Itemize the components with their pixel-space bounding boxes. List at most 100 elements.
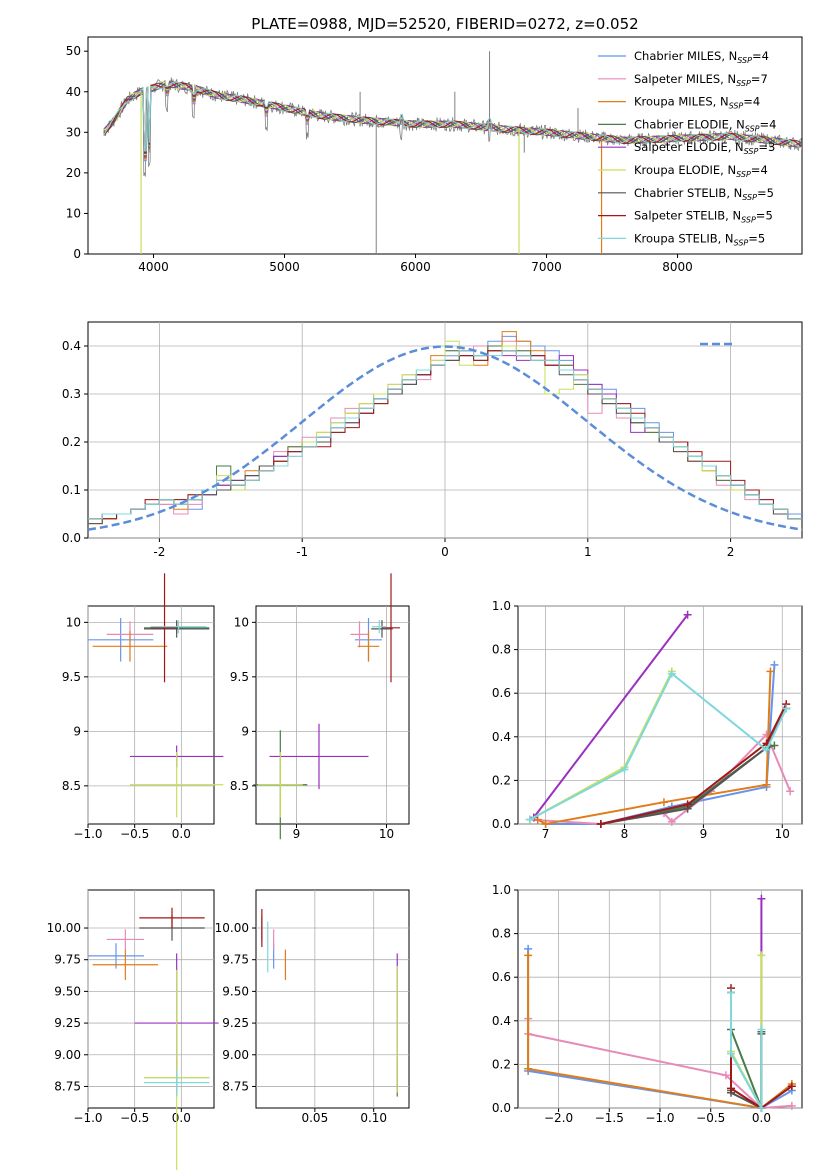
spectrum-ytick-label: 30 — [66, 125, 81, 139]
legend-series-name: Chabrier STELIB — [634, 186, 726, 200]
mass_vs_Z-xtick-label: −1.0 — [73, 1111, 102, 1125]
weight_vs_Z-ytick-label: 1.0 — [492, 883, 511, 897]
age_vs_Z-ytick-label: 9 — [73, 724, 81, 738]
age_vs_Z-ytick-label: 8.5 — [62, 779, 81, 793]
mass_vs_EBV-xtick-label: 0.10 — [360, 1111, 387, 1125]
spectrum-frame — [87, 36, 803, 255]
age_vs_Z-xtick-label: −0.5 — [120, 827, 149, 841]
mass-weight-line — [600, 703, 788, 825]
legend-nssp-value: 4 — [769, 117, 776, 131]
spectrum-ytick-label: 40 — [66, 85, 81, 99]
legend-nssp-sub: SSP — [744, 147, 759, 156]
mass_vs_EBV-xtick-label: 0.05 — [301, 1111, 328, 1125]
legend-label: Kroupa STELIB, NSSP=5 — [634, 231, 765, 247]
mass-weight-marker — [525, 815, 534, 824]
age_vs_mass-ytick-label: 8.5 — [230, 779, 249, 793]
legend-nssp-value: 5 — [758, 231, 765, 245]
legend-nssp-sub: SSP — [742, 193, 757, 202]
legend-series-name: Chabrier MILES — [634, 49, 721, 63]
mass-weight-marker — [786, 787, 795, 796]
mass_vs_Z-ytick-label: 9.50 — [54, 984, 81, 998]
mass-weight-marker — [787, 1082, 796, 1091]
mass-weight-marker — [757, 1104, 766, 1112]
mass_vs_EBV-frame — [255, 889, 410, 1109]
legend-series-name: Kroupa MILES — [634, 95, 713, 109]
mass-weight-marker — [757, 1025, 766, 1034]
mass_vs_EBV-ytick-label: 9.00 — [222, 1048, 249, 1062]
legend-nssp-eq: = — [757, 186, 767, 200]
mass-weight-marker — [770, 660, 779, 669]
mass-weight-marker — [782, 704, 791, 713]
mass-weight-marker — [667, 817, 676, 826]
mass-weight-line — [730, 992, 763, 1112]
mass-weight-marker — [541, 820, 550, 828]
legend-nssp-sub: SSP — [737, 56, 752, 65]
age_vs_Z-ytick-label: 9.5 — [62, 670, 81, 684]
mass-weight-marker — [596, 820, 605, 828]
mass-weight-marker — [683, 610, 692, 619]
weight_vs_Z-xtick-label: −1.0 — [645, 1111, 674, 1125]
legend-label: Chabrier STELIB, NSSP=5 — [634, 186, 774, 202]
legend-nssp-value: 3 — [768, 140, 775, 154]
mass_vs_Z-xtick-label: −0.5 — [120, 1111, 149, 1125]
spectrum-xtick-label: 7000 — [531, 260, 562, 274]
weight_vs_age-xtick-label: 10 — [775, 827, 790, 841]
weight_vs_Z-ytick-label: 0.2 — [492, 1057, 511, 1071]
legend-nssp-sub: SSP — [745, 124, 760, 133]
legend-nssp-prefix: , N — [725, 209, 741, 223]
weight_vs_Z-xtick-label: 0.0 — [752, 1111, 771, 1125]
age_vs_Z-xtick-label: −1.0 — [73, 827, 102, 841]
legend-nssp-prefix: , N — [718, 231, 734, 245]
age_vs_mass-xtick-label: 9 — [293, 827, 301, 841]
spectrum-ytick-label: 0 — [73, 247, 81, 261]
legend-nssp-eq: = — [752, 49, 762, 63]
weight_vs_age-xtick-label: 9 — [700, 827, 708, 841]
weight_vs_Z-xtick-label: −1.5 — [595, 1111, 624, 1125]
residuals-xtick-label: 1 — [584, 545, 592, 559]
weight_vs_Z-xtick-label: −2.0 — [544, 1111, 573, 1125]
axes-mass_vs_Z: −1.0 −0.5 0.0 8.75 9.00 9.25 9.50 9.75 10.00 — [47, 889, 219, 1170]
residuals-ytick-label: 0.2 — [62, 435, 81, 449]
mass-weight-marker — [524, 951, 533, 960]
legend-nssp-sub: SSP — [734, 238, 749, 247]
age_vs_mass-ytick-label: 9 — [241, 724, 249, 738]
legend-nssp-prefix: , N — [728, 140, 744, 154]
residuals-ytick-label: 0.1 — [62, 483, 81, 497]
mass-weight-marker — [721, 1071, 730, 1080]
legend-nssp-prefix: , N — [720, 163, 736, 177]
mass-weight-marker — [762, 780, 771, 789]
weight_vs_age-ytick-label: 0.2 — [492, 773, 511, 787]
mass-weight-marker — [757, 894, 766, 903]
legend-series-name: Salpeter MILES — [634, 72, 720, 86]
age_vs_mass-ytick-label: 9.5 — [230, 670, 249, 684]
legend-series-name: Salpeter STELIB — [634, 209, 725, 223]
weight_vs_age-ytick-label: 0.0 — [492, 817, 511, 831]
legend-nssp-value: 5 — [767, 186, 774, 200]
legend-nssp-sub: SSP — [729, 102, 744, 111]
residuals-xtick-label: 2 — [727, 545, 735, 559]
weight_vs_age-ytick-label: 1.0 — [492, 599, 511, 613]
axes-weight_vs_age: 7 8 9 10 0.0 0.2 0.4 0.6 0.8 1.0 — [492, 599, 803, 841]
spectrum-xtick-label: 4000 — [138, 260, 169, 274]
spectrum-ytick-label: 20 — [66, 166, 81, 180]
mass-weight-marker — [727, 1084, 735, 1093]
mass_vs_EBV-ytick-label: 9.75 — [222, 953, 249, 967]
mass-weight-marker — [757, 951, 766, 960]
legend-nssp-eq: = — [756, 209, 766, 223]
legend-label: Chabrier ELODIE, NSSP=4 — [634, 117, 776, 133]
spectrum-model-line — [103, 82, 802, 154]
axes-mass_vs_EBV: 0.05 0.10 8.75 9.00 9.25 9.50 9.75 10.00 — [215, 889, 410, 1125]
spectrum-xtick-label: 8000 — [662, 260, 693, 274]
legend-nssp-eq: = — [751, 163, 761, 177]
legend-nssp-eq: = — [748, 231, 758, 245]
legend-nssp-prefix: , N — [721, 49, 737, 63]
residuals-xtick-label: 0 — [441, 545, 449, 559]
weight_vs_Z-ytick-label: 0.8 — [492, 927, 511, 941]
mass-weight-marker — [727, 988, 735, 997]
legend-series-name: Salpeter ELODIE — [634, 140, 728, 154]
mass_vs_Z-xtick-label: 0.0 — [172, 1111, 191, 1125]
age_vs_mass-ytick-label: 10 — [234, 615, 249, 629]
legend-series-name: Chabrier ELODIE — [634, 117, 729, 131]
axes-age_vs_mass: 9 10 8.5 9 9.5 10 — [230, 573, 410, 841]
mass-weight-marker — [683, 800, 692, 809]
